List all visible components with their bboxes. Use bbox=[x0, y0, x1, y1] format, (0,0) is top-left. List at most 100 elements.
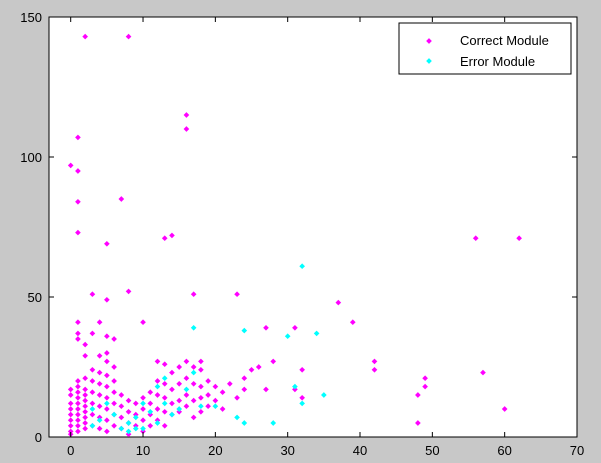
point-s0-40 bbox=[75, 383, 81, 390]
point-s0-135 bbox=[205, 403, 211, 410]
point-s0-138 bbox=[219, 389, 226, 396]
point-s0-96 bbox=[140, 417, 146, 424]
point-s0-87 bbox=[125, 397, 132, 404]
point-s0-157 bbox=[415, 392, 421, 398]
legend-label-error: Error Module bbox=[460, 54, 535, 69]
point-s0-29 bbox=[104, 350, 110, 356]
point-s0-11 bbox=[161, 235, 168, 242]
point-s0-153 bbox=[335, 299, 342, 306]
point-s0-104 bbox=[154, 392, 161, 398]
point-s0-159 bbox=[422, 375, 428, 382]
point-s0-17 bbox=[234, 291, 240, 298]
point-s0-161 bbox=[472, 235, 479, 242]
point-s1-16 bbox=[89, 406, 96, 412]
point-s1-2 bbox=[241, 327, 248, 334]
point-s0-21 bbox=[89, 330, 96, 337]
point-s0-142 bbox=[241, 375, 248, 382]
point-s1-21 bbox=[125, 420, 132, 426]
point-s0-33 bbox=[67, 406, 74, 412]
point-s0-80 bbox=[111, 400, 117, 407]
point-s0-83 bbox=[118, 392, 125, 398]
point-s1-26 bbox=[140, 400, 146, 407]
point-s0-122 bbox=[183, 392, 190, 398]
point-s0-75 bbox=[104, 417, 110, 424]
point-s1-5 bbox=[292, 383, 298, 390]
point-s0-28 bbox=[96, 352, 103, 359]
point-s0-141 bbox=[234, 394, 240, 401]
point-s0-14 bbox=[89, 291, 96, 298]
y-tick-label-2: 100 bbox=[20, 150, 42, 165]
point-s0-32 bbox=[67, 400, 74, 407]
point-s1-29 bbox=[161, 375, 168, 382]
point-s0-162 bbox=[480, 369, 486, 376]
point-s1-20 bbox=[118, 425, 125, 432]
point-s0-49 bbox=[82, 375, 88, 382]
point-s0-151 bbox=[299, 366, 305, 373]
point-s1-6 bbox=[299, 400, 305, 407]
point-s0-8 bbox=[118, 196, 125, 202]
point-s0-133 bbox=[205, 378, 211, 384]
point-s0-79 bbox=[111, 389, 117, 396]
point-s0-58 bbox=[89, 366, 96, 373]
point-s0-69 bbox=[96, 425, 103, 432]
point-s0-109 bbox=[161, 394, 168, 401]
legend: Correct Module Error Module bbox=[398, 22, 572, 75]
point-s1-1 bbox=[190, 324, 197, 331]
point-s0-43 bbox=[75, 400, 81, 407]
point-s0-160 bbox=[422, 383, 428, 390]
point-s1-15 bbox=[89, 422, 96, 429]
point-s0-13 bbox=[125, 288, 132, 295]
point-s0-44 bbox=[75, 406, 81, 412]
data-points bbox=[67, 33, 522, 438]
point-s1-33 bbox=[154, 383, 161, 390]
point-s1-12 bbox=[241, 420, 248, 426]
point-s0-111 bbox=[161, 422, 168, 429]
legend-label-correct: Correct Module bbox=[460, 33, 549, 48]
point-s1-7 bbox=[321, 392, 327, 398]
point-s0-128 bbox=[198, 358, 204, 365]
point-s1-32 bbox=[176, 406, 183, 412]
point-s0-73 bbox=[104, 394, 110, 401]
point-s0-137 bbox=[212, 397, 219, 404]
point-s1-0 bbox=[299, 263, 305, 270]
point-s0-9 bbox=[183, 112, 190, 118]
legend-box bbox=[398, 22, 572, 75]
point-s0-61 bbox=[89, 400, 96, 407]
point-s0-42 bbox=[75, 394, 81, 401]
point-s1-11 bbox=[212, 403, 219, 410]
y-tick-label-1: 50 bbox=[28, 290, 42, 305]
point-s0-34 bbox=[67, 411, 74, 418]
point-s0-156 bbox=[371, 366, 378, 373]
point-s0-47 bbox=[75, 422, 81, 429]
point-s0-84 bbox=[118, 403, 125, 410]
point-s0-36 bbox=[67, 422, 74, 429]
point-s0-129 bbox=[198, 366, 204, 373]
point-s1-9 bbox=[190, 369, 197, 376]
point-s0-143 bbox=[241, 386, 248, 393]
point-s0-65 bbox=[96, 380, 103, 387]
point-s1-24 bbox=[132, 425, 139, 432]
point-s0-60 bbox=[89, 389, 96, 396]
point-s0-70 bbox=[104, 358, 110, 365]
point-s0-126 bbox=[190, 397, 197, 404]
point-s0-130 bbox=[198, 383, 204, 390]
point-s0-19 bbox=[75, 330, 81, 337]
point-s0-110 bbox=[161, 408, 168, 415]
axis-ticks: 0 10 20 30 40 50 60 70 0 50 100 150 bbox=[20, 10, 584, 458]
point-s0-35 bbox=[67, 417, 74, 424]
point-s1-4 bbox=[313, 330, 320, 337]
point-s0-27 bbox=[82, 352, 88, 359]
x-tick-label-5: 50 bbox=[425, 443, 439, 458]
point-s0-117 bbox=[176, 380, 183, 387]
x-tick-label-2: 20 bbox=[208, 443, 222, 458]
point-s0-4 bbox=[75, 168, 81, 174]
point-s1-14 bbox=[270, 420, 277, 426]
x-tick-label-3: 30 bbox=[280, 443, 294, 458]
point-s1-22 bbox=[125, 428, 132, 435]
point-s0-54 bbox=[82, 408, 88, 415]
point-s0-163 bbox=[501, 406, 508, 412]
point-s0-125 bbox=[190, 380, 197, 387]
point-s0-6 bbox=[75, 229, 81, 236]
point-s0-152 bbox=[299, 394, 305, 401]
